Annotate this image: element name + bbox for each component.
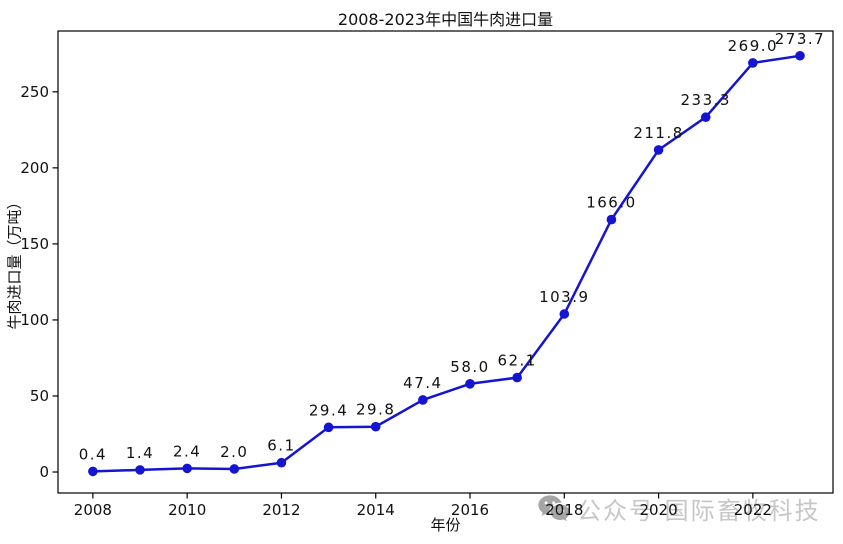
x-tick-label: 2016 bbox=[451, 501, 489, 519]
wechat-icon bbox=[538, 495, 570, 522]
data-point-label: 29.4 bbox=[309, 401, 348, 419]
x-tick-label: 2014 bbox=[357, 501, 395, 519]
data-point-marker bbox=[370, 421, 381, 432]
y-tick-label: 250 bbox=[20, 83, 49, 101]
data-point-label: 1.4 bbox=[126, 444, 154, 462]
x-tick-label: 2022 bbox=[734, 501, 772, 519]
y-tick-label: 50 bbox=[30, 387, 49, 405]
y-tick-label: 150 bbox=[20, 235, 49, 253]
data-point-marker bbox=[135, 465, 145, 475]
data-point-marker bbox=[229, 464, 240, 474]
data-point-marker bbox=[748, 58, 758, 68]
data-point-label: 2.0 bbox=[220, 443, 248, 461]
x-tick-label: 2020 bbox=[639, 501, 677, 519]
y-tick-label: 100 bbox=[20, 311, 49, 329]
data-point-marker bbox=[512, 372, 522, 383]
data-point-label: 58.0 bbox=[450, 358, 489, 376]
data-point-label: 47.4 bbox=[403, 374, 442, 392]
watermark-text: 公众号 国际畜牧科技 bbox=[577, 497, 821, 525]
data-point-marker bbox=[276, 457, 287, 468]
x-tick-label: 2012 bbox=[262, 501, 300, 519]
data-point-marker bbox=[559, 309, 570, 319]
x-tick-label: 2008 bbox=[74, 501, 112, 519]
data-point-label: 273.7 bbox=[775, 30, 825, 48]
data-point-label: 211.8 bbox=[633, 124, 683, 142]
x-tick-label: 2010 bbox=[168, 501, 206, 519]
data-point-marker bbox=[323, 422, 334, 433]
data-point-label: 29.8 bbox=[356, 401, 395, 419]
data-point-label: 6.1 bbox=[267, 437, 295, 455]
data-point-label: 62.1 bbox=[497, 352, 536, 370]
data-point-marker bbox=[606, 214, 617, 225]
data-point-marker bbox=[653, 145, 664, 155]
data-point-label: 166.0 bbox=[586, 194, 636, 212]
data-point-marker bbox=[418, 395, 428, 405]
y-tick-label: 200 bbox=[20, 159, 49, 177]
data-point-label: 103.9 bbox=[539, 288, 589, 306]
x-tick-label: 2018 bbox=[545, 501, 583, 519]
data-point-label: 2.4 bbox=[173, 442, 201, 460]
data-point-label: 0.4 bbox=[79, 445, 107, 463]
data-point-marker bbox=[88, 466, 98, 477]
chart-title: 2008-2023年中国牛肉进口量 bbox=[337, 10, 554, 29]
data-line bbox=[92, 54, 801, 473]
data-point-marker bbox=[465, 379, 475, 389]
data-point-label: 233.3 bbox=[680, 91, 730, 109]
data-point-label: 269.0 bbox=[728, 37, 778, 55]
watermark: 公众号 国际畜牧科技 bbox=[536, 491, 821, 526]
plot-frame bbox=[57, 30, 834, 494]
data-point-marker bbox=[182, 463, 192, 474]
data-point-marker bbox=[795, 50, 805, 61]
y-axis-label: 牛肉进口量（万吨） bbox=[5, 194, 24, 330]
data-point-marker bbox=[700, 112, 711, 123]
x-axis-label: 年份 bbox=[430, 516, 461, 534]
y-tick-label: 0 bbox=[39, 463, 49, 481]
